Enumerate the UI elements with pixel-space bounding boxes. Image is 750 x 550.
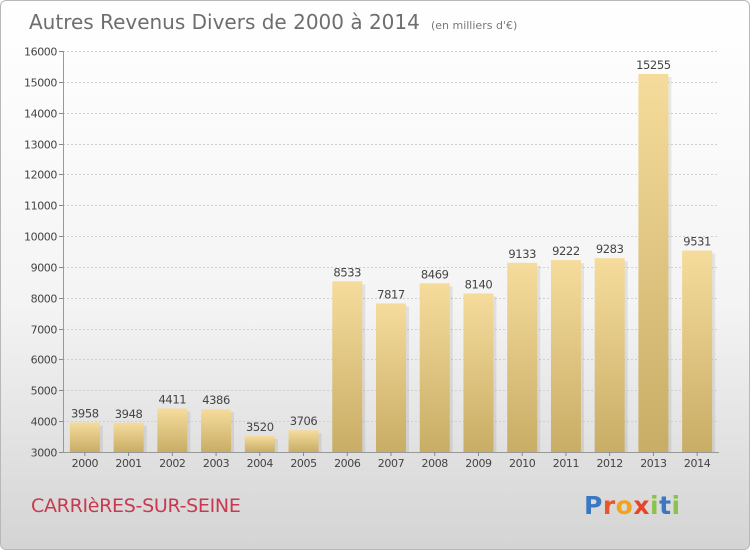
logo-letter: o xyxy=(615,491,634,520)
bar xyxy=(157,408,188,452)
bar xyxy=(69,422,100,452)
y-tick-label: 5000 xyxy=(31,385,58,398)
logo-letter: r xyxy=(602,491,616,520)
y-tick-label: 9000 xyxy=(31,262,58,275)
bar-value-label: 3948 xyxy=(115,407,143,421)
bar xyxy=(332,281,363,452)
x-tick-label: 2006 xyxy=(334,457,361,470)
bar-value-label: 9283 xyxy=(596,242,624,256)
y-tick-label: 15000 xyxy=(24,77,57,90)
chart-subtitle: (en milliers d'€) xyxy=(430,19,518,32)
y-tick-label: 11000 xyxy=(24,200,57,213)
bar xyxy=(463,293,494,452)
bar xyxy=(419,283,450,452)
y-tick-label: 8000 xyxy=(31,293,58,306)
y-tick-label: 14000 xyxy=(24,108,57,121)
y-tick-label: 3000 xyxy=(31,447,58,460)
x-tick-label: 2012 xyxy=(596,457,622,470)
bar xyxy=(376,303,406,452)
x-tick-label: 2014 xyxy=(684,457,711,470)
x-tick-label: 2011 xyxy=(553,457,579,470)
x-tick-label: 2013 xyxy=(640,457,667,470)
bar xyxy=(594,258,625,452)
y-tick-label: 6000 xyxy=(31,354,58,367)
x-tick-label: 2003 xyxy=(203,457,230,470)
bar-value-label: 7817 xyxy=(377,287,405,301)
y-tick-label: 7000 xyxy=(31,324,58,337)
bars xyxy=(69,73,716,453)
bar xyxy=(682,250,713,452)
chart-title: Autres Revenus Divers de 2000 à 2014 xyxy=(29,10,420,34)
y-tick-label: 4000 xyxy=(31,416,58,429)
x-tick-label: 2007 xyxy=(378,457,405,470)
bar-value-label: 8140 xyxy=(465,277,493,291)
logo-letter: t xyxy=(659,491,672,520)
x-tick-label: 2000 xyxy=(72,457,99,470)
x-tick-label: 2002 xyxy=(159,457,185,470)
bar-value-label: 15255 xyxy=(636,58,671,72)
bar-value-label: 9133 xyxy=(508,247,536,261)
bar-value-label: 9531 xyxy=(683,235,711,249)
bar-value-label: 8469 xyxy=(421,267,449,281)
axes xyxy=(59,51,719,456)
y-tick-label: 10000 xyxy=(24,231,57,244)
y-tick-label: 16000 xyxy=(24,46,57,59)
labels: 3000 4000 5000 6000 7000 8000 9000 10000 11000 12… xyxy=(24,46,711,471)
x-tick-label: 2004 xyxy=(247,457,274,470)
bar xyxy=(113,422,144,452)
bar xyxy=(201,409,232,452)
x-tick-label: 2001 xyxy=(115,457,141,470)
city-name: CARRIèRES-SUR-SEINE xyxy=(31,495,241,517)
bar-value-label: 8533 xyxy=(333,265,361,279)
logo-letter: i xyxy=(671,491,681,520)
logo-letter: i xyxy=(650,491,660,520)
y-tick-label: 12000 xyxy=(24,169,57,182)
title-row: Autres Revenus Divers de 2000 à 2014 (en… xyxy=(29,10,517,34)
bar-value-label: 4411 xyxy=(158,392,186,406)
bar-value-label: 9222 xyxy=(552,244,580,258)
bar-value-label: 3520 xyxy=(246,420,274,434)
bar xyxy=(550,260,581,452)
x-tick-label: 2005 xyxy=(290,457,317,470)
bar xyxy=(638,73,669,453)
logo-letter: P xyxy=(584,491,603,520)
bar-value-label: 3958 xyxy=(71,406,99,420)
y-tick-label: 13000 xyxy=(24,139,57,152)
x-tick-label: 2008 xyxy=(422,457,449,470)
logo-letter: x xyxy=(633,491,650,520)
bar xyxy=(507,262,538,452)
bar-value-label: 3706 xyxy=(290,414,318,428)
bar xyxy=(288,430,319,452)
bar-value-label: 4386 xyxy=(202,393,230,407)
x-tick-label: 2010 xyxy=(509,457,536,470)
proxiti-logo: Proxiti xyxy=(584,491,681,520)
bar xyxy=(244,435,275,452)
x-tick-label: 2009 xyxy=(465,457,492,470)
